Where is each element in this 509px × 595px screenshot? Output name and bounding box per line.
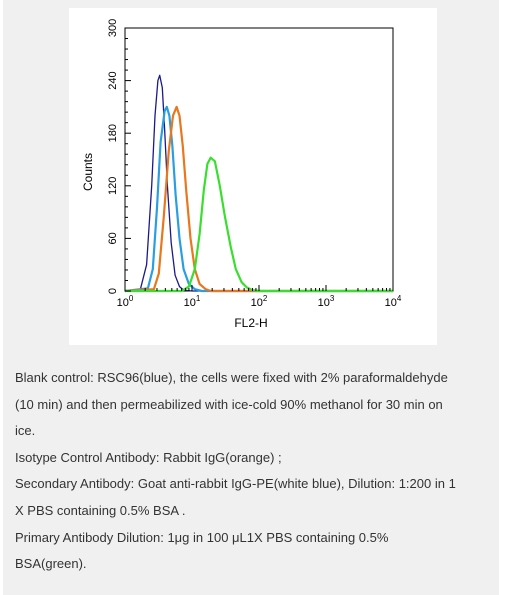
caption-line: Blank control: RSC96(blue), the cells we… — [15, 370, 448, 385]
figure-caption: Blank control: RSC96(blue), the cells we… — [3, 352, 499, 595]
caption-line: ice. — [15, 423, 36, 439]
y-tick-label: 60 — [107, 232, 119, 244]
y-axis-label: Counts — [81, 153, 95, 191]
caption-line: (10 min) and then permeabilized with ice… — [15, 396, 443, 412]
y-tick-label: 300 — [107, 19, 119, 37]
plot-card: 0 60 120 180 240 300 100 101 102 103 104 Counts FL… — [69, 8, 437, 345]
x-tick-label: 103 — [318, 294, 335, 309]
figure-panel: 0 60 120 180 240 300 100 101 102 103 104 Counts FL… — [3, 0, 499, 352]
y-tick-label: 0 — [107, 288, 119, 294]
y-tick-label: 240 — [107, 71, 119, 89]
caption-line: Secondary Antibody: Goat anti-rabbit IgG… — [15, 476, 456, 492]
histogram-chart: 0 60 120 180 240 300 100 101 102 103 104 Counts FL… — [81, 19, 402, 330]
x-tick-label: 104 — [385, 294, 402, 309]
x-tick-label: 101 — [184, 294, 201, 309]
x-axis-label: FL2-H — [234, 316, 267, 330]
plot-frame — [124, 27, 394, 292]
caption-line: X PBS containing 0.5% BSA . — [15, 502, 186, 518]
caption-line: Primary Antibody Dilution: 1μg in 100 μL… — [15, 529, 389, 545]
y-tick-label: 180 — [107, 124, 119, 142]
series-line — [125, 156, 393, 293]
series-line — [124, 105, 393, 293]
x-tick-label: 100 — [117, 294, 134, 309]
caption-line: Isotype Control Antibody: Rabbit IgG(ora… — [15, 449, 282, 465]
x-tick-label: 102 — [251, 294, 268, 309]
caption-line: BSA(green). — [15, 556, 87, 572]
y-tick-label: 120 — [107, 177, 119, 195]
